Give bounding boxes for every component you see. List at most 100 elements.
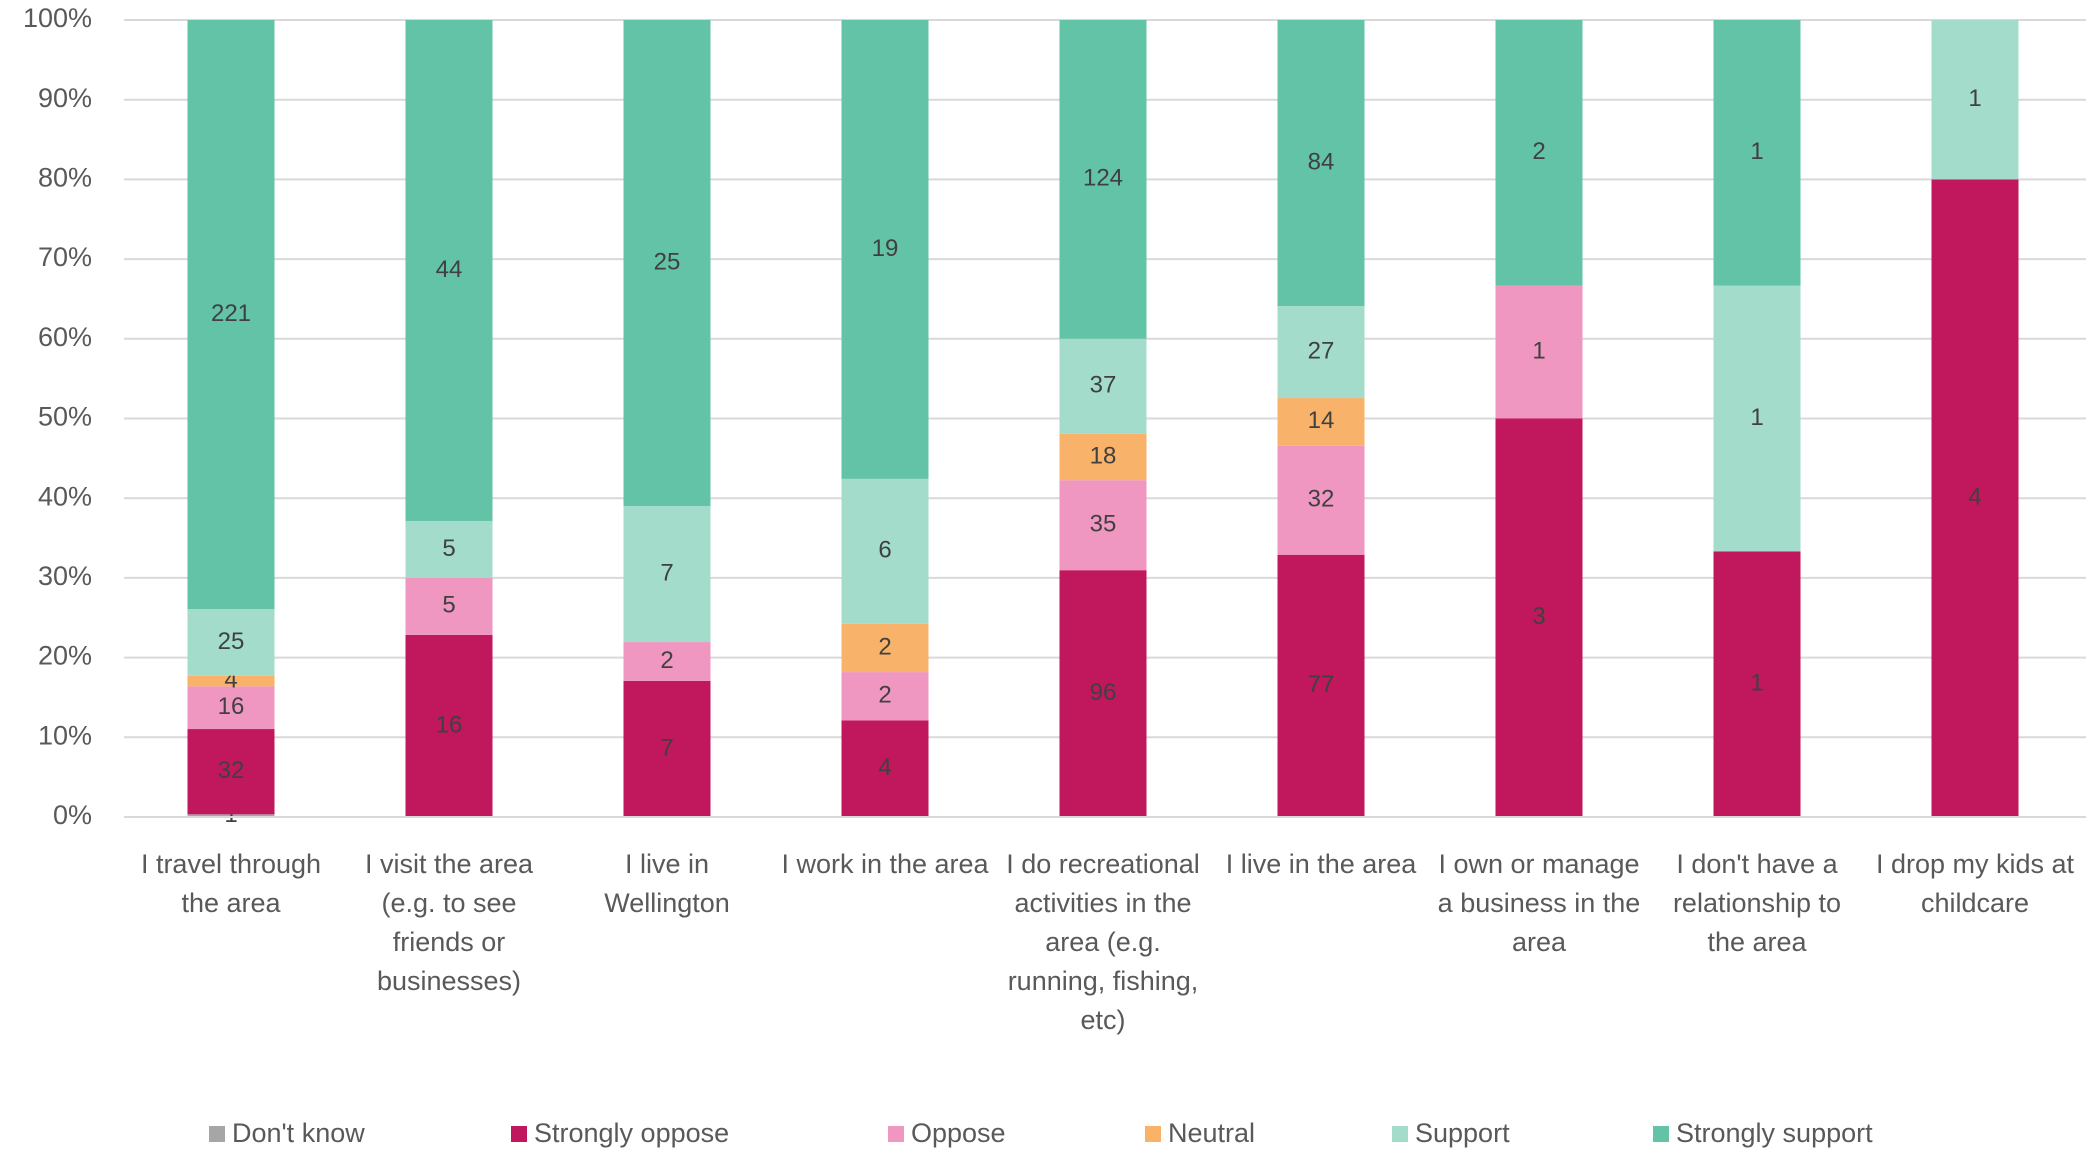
- bar-segment: [623, 642, 711, 681]
- legend-item: Oppose: [888, 1118, 1006, 1149]
- bar-segment: [187, 729, 275, 815]
- x-tick-label: I drop my kids at childcare: [1875, 849, 2075, 918]
- bar-segment: [1277, 554, 1365, 817]
- x-tick-label: I travel through the area: [140, 849, 322, 918]
- bar-segment: [623, 20, 711, 506]
- bar-segment: [405, 20, 493, 521]
- legend-label: Strongly support: [1676, 1118, 1873, 1148]
- bar-segment: [1495, 285, 1583, 419]
- legend-label: Don't know: [232, 1118, 365, 1148]
- data-label: 5: [442, 535, 455, 562]
- legend-swatch: [511, 1125, 527, 1142]
- x-tick-label: I do recreational activities in the area…: [1006, 849, 1200, 1035]
- bar-segment: [1495, 20, 1583, 286]
- x-tick-label: I live in the area: [1225, 849, 1417, 879]
- legend-swatch: [888, 1125, 904, 1142]
- data-label: 6: [878, 537, 891, 564]
- legend-item: Strongly support: [1653, 1118, 1873, 1149]
- data-label: 25: [218, 628, 245, 655]
- data-label: 2: [878, 633, 891, 660]
- data-label: 19: [872, 235, 899, 262]
- legend-swatch: [1392, 1125, 1408, 1142]
- bar-segment: [1495, 418, 1583, 817]
- y-tick-label: 20%: [38, 641, 92, 671]
- data-label: 25: [654, 248, 681, 275]
- data-label: 124: [1083, 165, 1123, 192]
- y-tick-label: 30%: [38, 561, 92, 591]
- bar-segment: [405, 577, 493, 635]
- legend-label: Oppose: [911, 1118, 1006, 1148]
- bar-segment: [187, 609, 275, 676]
- bar-segment: [623, 505, 711, 643]
- bar-segment: [187, 686, 275, 730]
- data-label: 7: [660, 734, 673, 761]
- data-label: 4: [878, 754, 891, 781]
- bar-segment: [405, 520, 493, 578]
- bar-segment: [187, 814, 275, 817]
- bar-segment: [841, 20, 929, 479]
- y-tick-label: 60%: [38, 322, 92, 352]
- data-label: 84: [1308, 148, 1335, 175]
- x-tick-label: I live in Wellington: [604, 849, 730, 918]
- data-label: 32: [1308, 486, 1335, 513]
- bar-segment: [623, 680, 711, 817]
- bar-segment: [1277, 306, 1365, 399]
- bar-segment: [1059, 480, 1147, 571]
- legend-label: Neutral: [1168, 1118, 1256, 1148]
- bar-segment: [1713, 551, 1801, 817]
- bar-segment: [1059, 433, 1147, 481]
- data-label: 77: [1308, 671, 1335, 698]
- bar-segment: [1277, 398, 1365, 446]
- data-label: 16: [218, 693, 245, 720]
- x-tick-label: I don't have a relationship to the area: [1672, 849, 1842, 957]
- legend: Don't know Strongly oppose Oppose Neutral Su…: [0, 1118, 2086, 1151]
- y-tick-label: 10%: [38, 720, 92, 750]
- bar-segment: [1277, 20, 1365, 307]
- data-label: 32: [218, 757, 245, 784]
- legend-item: Support: [1392, 1118, 1510, 1149]
- x-tick-label: I work in the area: [781, 849, 989, 879]
- legend-swatch: [209, 1125, 225, 1142]
- data-label: 1: [1968, 85, 1981, 112]
- data-label: 37: [1090, 372, 1117, 399]
- bar-segment: [1713, 20, 1801, 286]
- bar-segment: [1713, 285, 1801, 552]
- data-label: 3: [1532, 603, 1545, 630]
- bar-segment: [841, 478, 929, 624]
- bar-segment: [1059, 570, 1147, 817]
- bar-segment: [841, 720, 929, 817]
- data-label: 35: [1090, 511, 1117, 538]
- legend-swatch: [1145, 1125, 1161, 1142]
- bar-segment: [841, 623, 929, 673]
- bar-segment: [187, 675, 275, 687]
- data-label: 27: [1308, 337, 1335, 364]
- data-label: 14: [1308, 407, 1335, 434]
- chart: 0%10%20%30%40%50%60%70%80%90%100%1321642…: [23, 3, 2086, 830]
- data-label: 5: [442, 592, 455, 619]
- bar-segment: [405, 634, 493, 817]
- data-label: 7: [660, 559, 673, 586]
- data-label: 4: [1968, 484, 1981, 511]
- y-tick-label: 80%: [38, 163, 92, 193]
- legend-label: Support: [1415, 1118, 1510, 1148]
- data-label: 1: [1750, 670, 1763, 697]
- data-label: 1: [1532, 337, 1545, 364]
- y-tick-label: 40%: [38, 481, 92, 511]
- y-tick-label: 0%: [53, 800, 92, 830]
- bar-segment: [1059, 338, 1147, 434]
- legend-label: Strongly oppose: [534, 1118, 730, 1148]
- bar-segment: [841, 672, 929, 721]
- legend-item: Don't know: [209, 1118, 365, 1149]
- data-label: 16: [436, 711, 463, 738]
- data-label: 1: [1750, 138, 1763, 165]
- data-label: 1: [1750, 404, 1763, 431]
- y-tick-label: 70%: [38, 242, 92, 272]
- data-label: 44: [436, 256, 463, 283]
- data-label: 2: [1532, 138, 1545, 165]
- data-label: 96: [1090, 679, 1117, 706]
- y-tick-label: 90%: [38, 83, 92, 113]
- bar-segment: [187, 20, 275, 610]
- x-tick-label: I visit the area (e.g. to see friends or…: [364, 849, 534, 996]
- data-label: 221: [211, 300, 251, 327]
- x-tick-label: I own or manage a business in the area: [1437, 849, 1641, 957]
